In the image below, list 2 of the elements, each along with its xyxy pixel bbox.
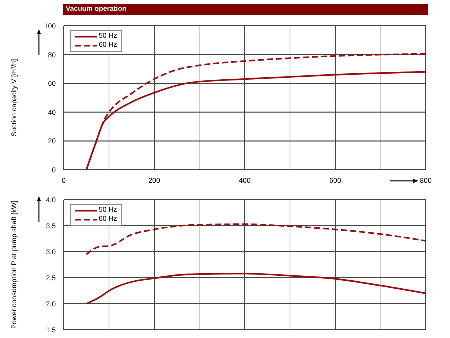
line-series	[86, 273, 426, 305]
line-series	[86, 224, 426, 256]
